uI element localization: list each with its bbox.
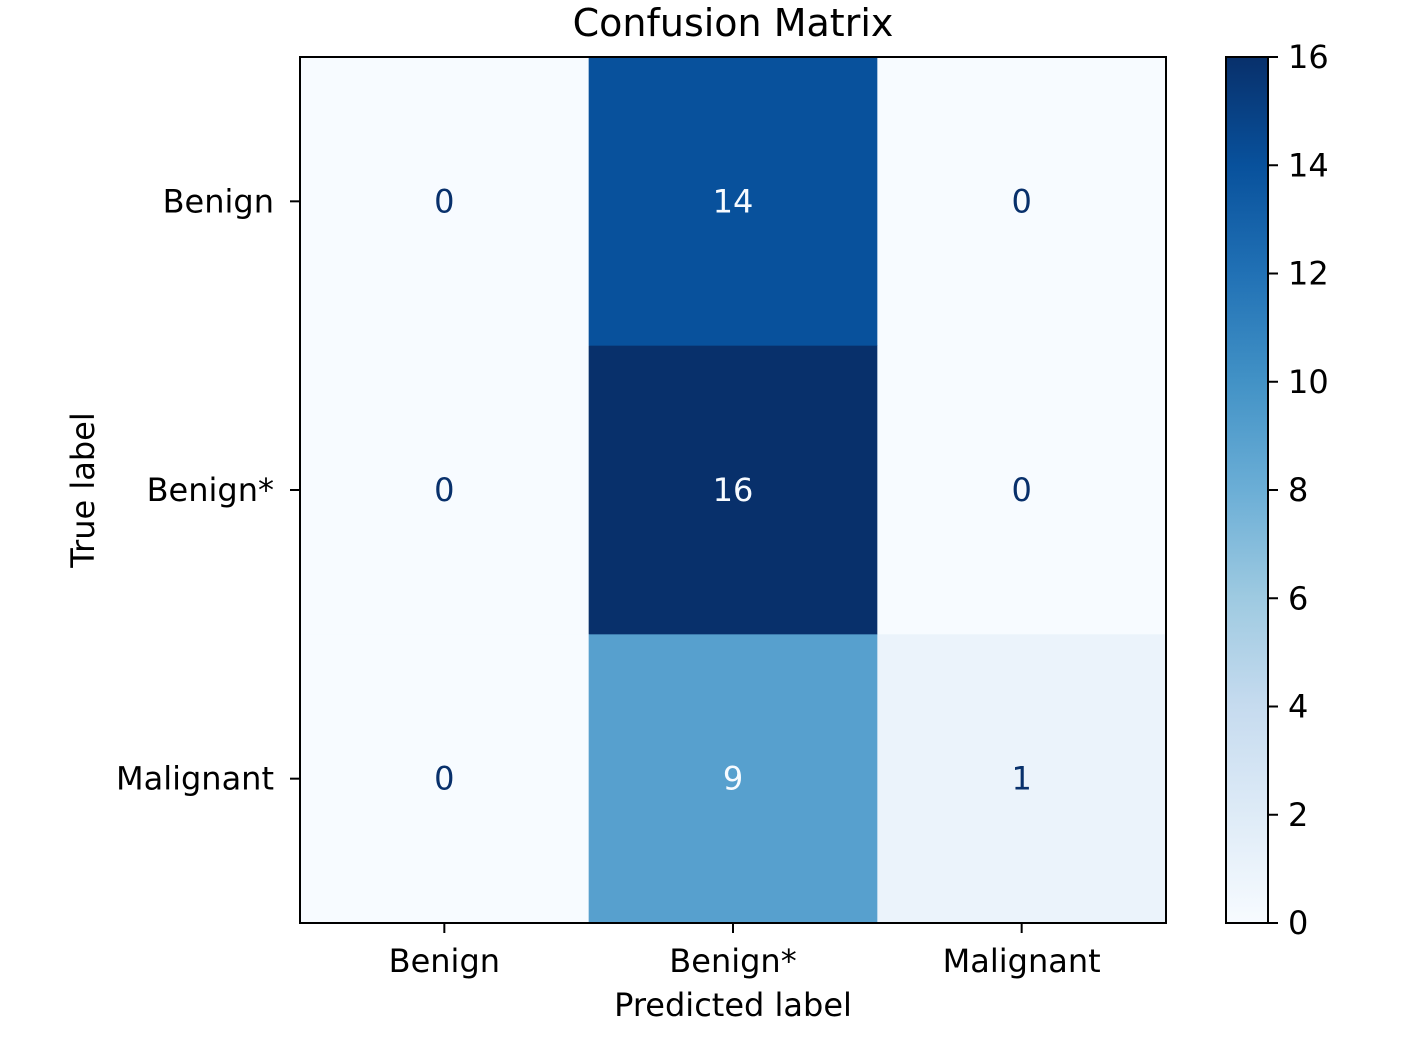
cell-value-r1-c0: 0 — [434, 471, 454, 509]
heatmap-cell-r2-c0 — [300, 634, 590, 924]
cell-value-r2-c2: 1 — [1011, 760, 1031, 798]
chart-title: Confusion Matrix — [573, 1, 894, 45]
colorbar-tick-label-14: 14 — [1288, 146, 1329, 184]
x-tick-label-malignant: Malignant — [943, 942, 1101, 980]
cell-value-r0-c0: 0 — [434, 182, 454, 220]
colorbar-tick-label-6: 6 — [1288, 579, 1308, 617]
y-tick-label-benign-star: Benign* — [147, 471, 274, 509]
x-axis-label: Predicted label — [614, 986, 852, 1024]
y-tick-label-malignant: Malignant — [116, 760, 274, 798]
cell-value-r1-c2: 0 — [1011, 471, 1031, 509]
cell-value-r0-c2: 0 — [1011, 182, 1031, 220]
colorbar-tick-label-0: 0 — [1288, 904, 1308, 942]
cell-value-r2-c1: 9 — [723, 760, 743, 798]
heatmap-cell-r1-c0 — [300, 345, 590, 635]
colorbar-tick-label-2: 2 — [1288, 796, 1308, 834]
colorbar-tick-label-12: 12 — [1288, 255, 1329, 293]
heatmap-cell-r0-c1 — [588, 57, 878, 347]
colorbar-tick-label-4: 4 — [1288, 688, 1308, 726]
y-axis-label: True label — [64, 412, 102, 569]
heatmap-cell-r2-c1 — [588, 634, 878, 924]
colorbar-tick-label-10: 10 — [1288, 363, 1329, 401]
heatmap-cell-r2-c2 — [877, 634, 1167, 924]
x-tick-label-benign-star: Benign* — [669, 942, 796, 980]
x-axis-ticks: Benign Benign* Malignant — [389, 923, 1101, 980]
heatmap-cell-r0-c2 — [877, 57, 1167, 347]
heatmap-cells — [300, 57, 1167, 924]
y-axis-ticks: Benign Benign* Malignant — [116, 182, 300, 798]
colorbar-tick-label-16: 16 — [1288, 38, 1329, 76]
colorbar — [1225, 56, 1269, 924]
cell-value-r2-c0: 0 — [434, 760, 454, 798]
heatmap-cell-r1-c1 — [588, 345, 878, 635]
heatmap-cell-r0-c0 — [300, 57, 590, 347]
heatmap-cell-r1-c2 — [877, 345, 1167, 635]
cell-value-labels: 0 14 0 0 16 0 0 9 1 — [434, 182, 1032, 797]
cell-value-r1-c1: 16 — [713, 471, 754, 509]
x-tick-label-benign: Benign — [389, 942, 500, 980]
colorbar-tick-label-8: 8 — [1288, 471, 1308, 509]
cell-value-r0-c1: 14 — [713, 182, 754, 220]
y-tick-label-benign: Benign — [163, 182, 274, 220]
colorbar-ticks: 0 2 4 6 8 10 12 14 16 — [1268, 38, 1329, 942]
